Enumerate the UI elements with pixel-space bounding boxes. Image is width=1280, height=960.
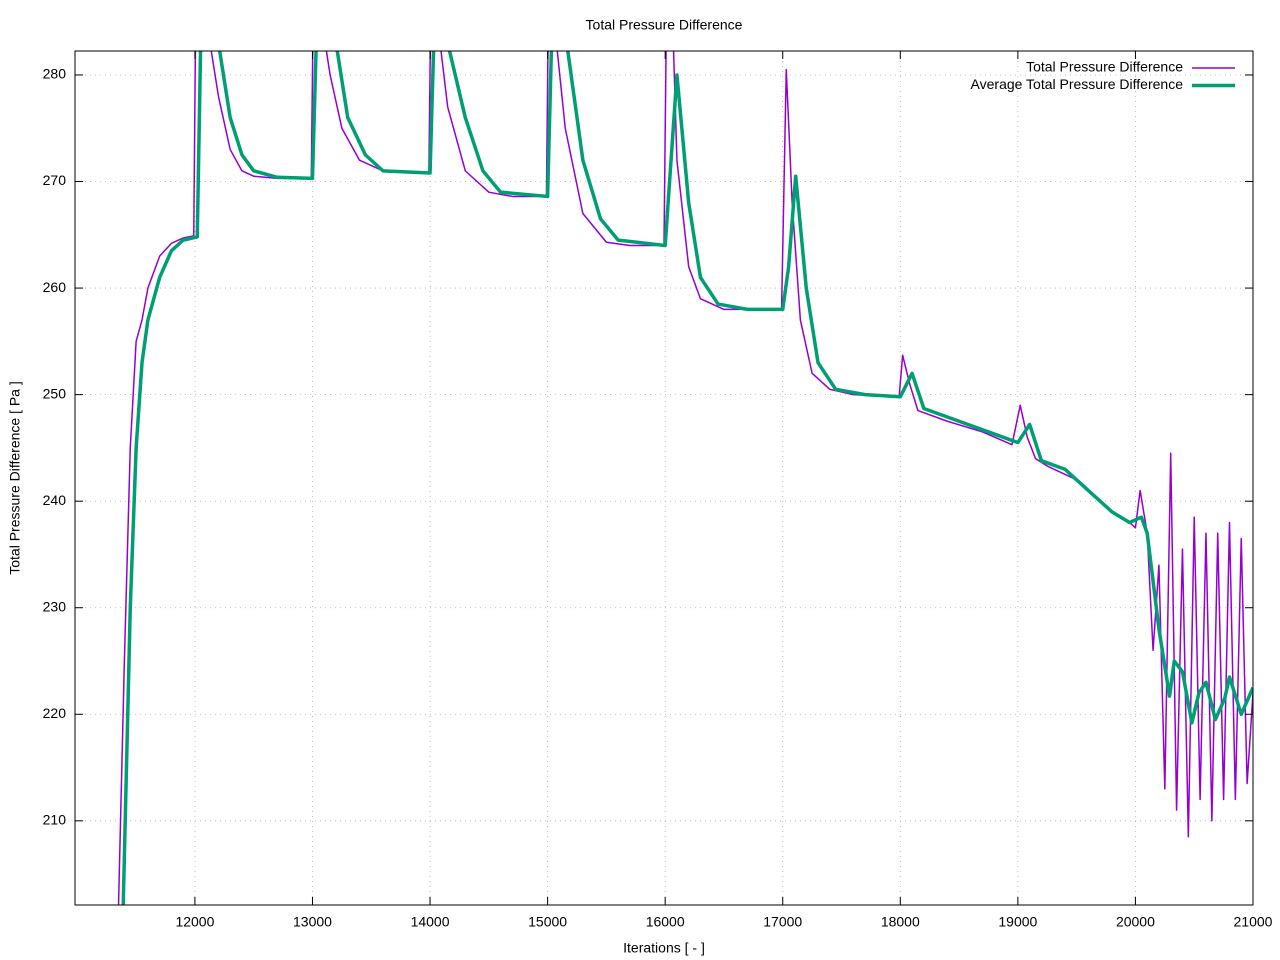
data-line bbox=[117, 51, 1253, 905]
legend-label: Total Pressure Difference bbox=[1026, 59, 1183, 75]
chart-title: Total Pressure Difference bbox=[586, 17, 743, 33]
x-tick-label: 16000 bbox=[646, 914, 685, 930]
legend-label: Average Total Pressure Difference bbox=[971, 76, 1184, 92]
y-tick-label: 210 bbox=[43, 812, 67, 828]
y-tick-label: 230 bbox=[43, 598, 67, 614]
x-tick-label: 13000 bbox=[293, 914, 332, 930]
x-axis-label: Iterations [ - ] bbox=[623, 940, 705, 956]
y-tick-label: 260 bbox=[43, 279, 67, 295]
x-tick-label: 15000 bbox=[528, 914, 567, 930]
y-tick-label: 270 bbox=[43, 172, 67, 188]
x-tick-label: 21000 bbox=[1234, 914, 1273, 930]
x-tick-label: 12000 bbox=[175, 914, 214, 930]
data-line bbox=[121, 51, 1253, 905]
plot-area bbox=[117, 51, 1253, 905]
y-tick-label: 280 bbox=[43, 66, 67, 82]
x-tick-label: 14000 bbox=[411, 914, 450, 930]
y-tick-label: 250 bbox=[43, 385, 67, 401]
y-tick-label: 220 bbox=[43, 705, 67, 721]
x-tick-label: 17000 bbox=[763, 914, 802, 930]
y-axis-label: Total Pressure Difference [ Pa ] bbox=[7, 381, 23, 575]
x-tick-label: 19000 bbox=[998, 914, 1037, 930]
x-tick-label: 20000 bbox=[1116, 914, 1155, 930]
x-tick-label: 18000 bbox=[881, 914, 920, 930]
plot-frame bbox=[74, 50, 1254, 906]
y-tick-label: 240 bbox=[43, 492, 67, 508]
